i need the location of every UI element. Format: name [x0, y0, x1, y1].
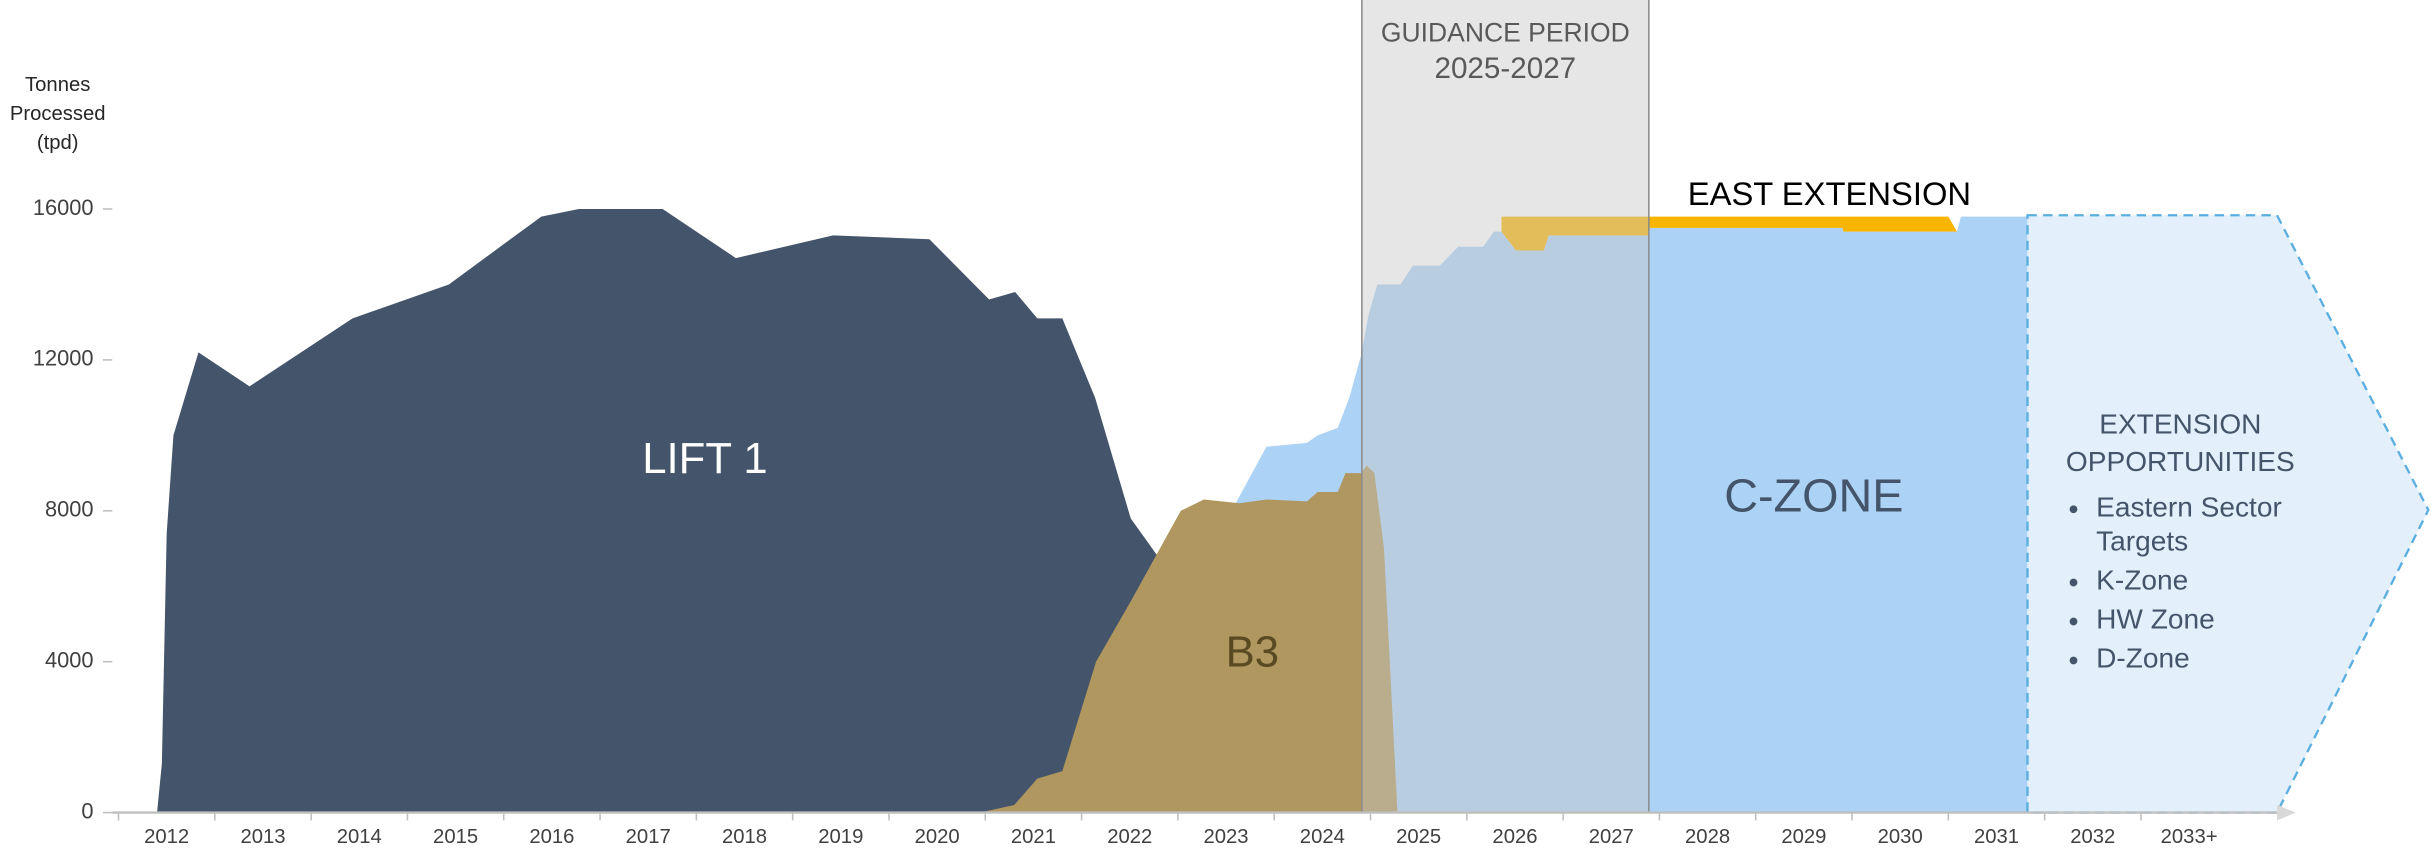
- y-tick-label: 8000: [45, 497, 94, 522]
- series-label: LIFT 1: [642, 434, 767, 483]
- x-tick-label: 2030: [1878, 826, 1923, 848]
- x-tick-label: 2018: [722, 826, 767, 848]
- extension-item: D-Zone: [2096, 641, 2305, 675]
- overlay: LIFT 1 C-ZONE EAST EXTENSION B3 GUIDANCE PER…: [642, 0, 1971, 813]
- x-tick-label: 2014: [337, 826, 382, 848]
- x-tick-label: 2033+: [2161, 826, 2218, 848]
- extension-item: Eastern Sector Targets: [2096, 490, 2305, 559]
- extension-item: K-Zone: [2096, 563, 2305, 597]
- extension-text: EXTENSION OPPORTUNITIES Eastern Sector T…: [2056, 406, 2306, 676]
- y-tick-label: 12000: [33, 346, 94, 371]
- extension-list: Eastern Sector Targets K-Zone HW Zone D-Zon…: [2056, 490, 2306, 676]
- x-tick-label: 2024: [1300, 826, 1345, 848]
- series-label: C-ZONE: [1724, 469, 1903, 521]
- y-axis-label: (tpd): [37, 132, 79, 154]
- extension-title-line: OPPORTUNITIES: [2065, 446, 2295, 478]
- series-label: B3: [1226, 628, 1279, 677]
- x-tick-label: 2023: [1204, 826, 1249, 848]
- x-tick-label: 2032: [2070, 826, 2115, 848]
- x-tick-label: 2019: [818, 826, 863, 848]
- x-tick-label: 2017: [626, 826, 671, 848]
- area: [1235, 216, 2028, 813]
- series-label: EAST EXTENSION: [1688, 175, 1971, 212]
- area: [157, 209, 1188, 813]
- x-tick-label: 2015: [433, 826, 478, 848]
- area: [1501, 216, 1958, 251]
- extension-title: EXTENSION OPPORTUNITIES: [2056, 406, 2306, 481]
- x-tick-label: 2026: [1492, 826, 1537, 848]
- y-axis-label: Tonnes: [25, 74, 90, 96]
- extension-item: HW Zone: [2096, 602, 2305, 636]
- y-tick-label: 4000: [45, 647, 94, 672]
- axis-arrow: [2277, 804, 2296, 821]
- guidance-band: [1361, 0, 1649, 813]
- guidance-label: GUIDANCE PERIOD: [1381, 17, 1630, 47]
- area: [979, 465, 1398, 813]
- y-axis-label: Processed: [10, 103, 106, 125]
- x-tick-label: 2012: [144, 826, 189, 848]
- areas: [157, 209, 2028, 813]
- extension-box: EXTENSION OPPORTUNITIES Eastern Sector T…: [2056, 406, 2306, 718]
- guidance-label: 2025-2027: [1434, 52, 1576, 85]
- x-tick-label: 2028: [1685, 826, 1730, 848]
- extension-title-line: EXTENSION: [2099, 408, 2262, 440]
- x-tick-label: 2029: [1781, 826, 1826, 848]
- y-tick-label: 16000: [33, 195, 94, 220]
- x-tick-label: 2022: [1107, 826, 1152, 848]
- x-tick-label: 2025: [1396, 826, 1441, 848]
- x-tick-label: 2027: [1589, 826, 1634, 848]
- x-tick-label: 2021: [1011, 826, 1056, 848]
- x-tick-label: 2020: [915, 826, 960, 848]
- x-tick-label: 2013: [240, 826, 285, 848]
- y-tick-label: 0: [81, 798, 93, 823]
- x-tick-label: 2016: [529, 826, 574, 848]
- extension-shape: [2026, 214, 2430, 814]
- x-tick-label: 2031: [1974, 826, 2019, 848]
